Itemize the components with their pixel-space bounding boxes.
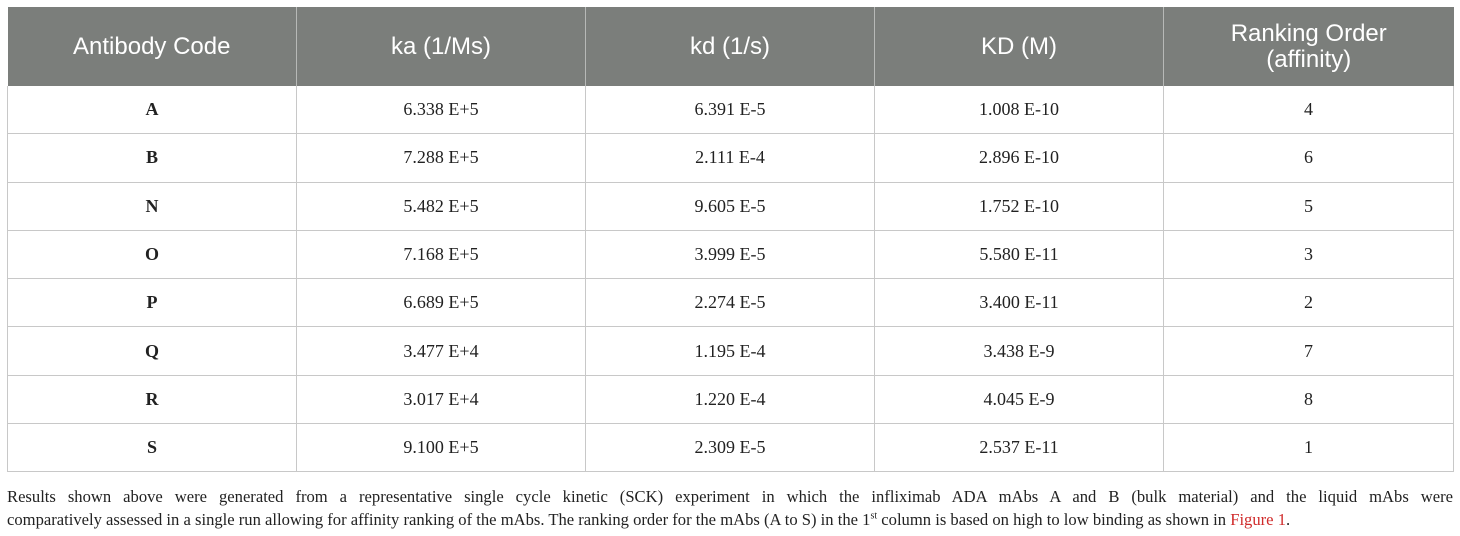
caption-superscript: st [870, 510, 878, 522]
table-body: A 6.338 E+5 6.391 E-5 1.008 E-10 4 B 7.288 E+5… [7, 86, 1454, 473]
kd-cell: 6.391 E-5 [585, 86, 875, 135]
table-row: B 7.288 E+5 2.111 E-4 2.896 E-10 6 [7, 133, 1454, 183]
table-header: Antibody Code ka (1/Ms) kd (1/s) KD (M) … [7, 7, 1454, 86]
table-row: Q 3.477 E+4 1.195 E-4 3.438 E-9 7 [7, 326, 1454, 376]
antibody-code-cell: N [7, 182, 297, 231]
ranking-cell: 8 [1163, 375, 1454, 425]
ranking-cell: 4 [1163, 86, 1454, 135]
KD-cell: 1.008 E-10 [874, 86, 1164, 135]
ka-cell: 7.168 E+5 [296, 230, 586, 280]
header-ranking-order-line2: (affinity) [1266, 45, 1352, 73]
kd-cell: 2.309 E-5 [585, 423, 875, 473]
KD-cell: 2.896 E-10 [874, 133, 1164, 183]
ka-cell: 5.482 E+5 [296, 182, 586, 231]
antibody-code-cell: Q [7, 326, 297, 376]
header-antibody-code: Antibody Code [7, 7, 297, 86]
ranking-cell: 7 [1163, 326, 1454, 376]
results-table: Antibody Code ka (1/Ms) kd (1/s) KD (M) … [7, 7, 1454, 473]
antibody-code-cell: B [7, 133, 297, 183]
KD-cell: 1.752 E-10 [874, 182, 1164, 231]
ka-cell: 6.338 E+5 [296, 86, 586, 135]
KD-cell: 3.438 E-9 [874, 326, 1164, 376]
ka-cell: 3.017 E+4 [296, 375, 586, 425]
KD-cell: 3.400 E-11 [874, 278, 1164, 328]
table-row: P 6.689 E+5 2.274 E-5 3.400 E-11 2 [7, 278, 1454, 328]
caption-line-1: Results shown above were generated from … [7, 487, 1453, 506]
kd-cell: 1.195 E-4 [585, 326, 875, 376]
ka-cell: 9.100 E+5 [296, 423, 586, 473]
ranking-cell: 3 [1163, 230, 1454, 280]
header-row: Antibody Code ka (1/Ms) kd (1/s) KD (M) … [7, 7, 1454, 86]
caption-line-2-cont: column is based on high to low binding a… [877, 510, 1231, 529]
antibody-code-cell: P [7, 278, 297, 328]
ka-cell: 6.689 E+5 [296, 278, 586, 328]
antibody-code-cell: S [7, 423, 297, 473]
KD-cell: 4.045 E-9 [874, 375, 1164, 425]
header-ka: ka (1/Ms) [296, 7, 586, 86]
antibody-code-cell: A [7, 86, 297, 135]
caption-line-2-text: comparatively assessed in a single run a… [7, 510, 871, 529]
KD-cell: 5.580 E-11 [874, 230, 1164, 280]
table-row: N 5.482 E+5 9.605 E-5 1.752 E-10 5 [7, 182, 1454, 231]
figure-1-link[interactable]: Figure 1 [1230, 510, 1286, 529]
header-ranking-order-line1: Ranking Order [1230, 19, 1387, 47]
antibody-code-cell: R [7, 375, 297, 425]
table-row: A 6.338 E+5 6.391 E-5 1.008 E-10 4 [7, 86, 1454, 135]
ka-cell: 7.288 E+5 [296, 133, 586, 183]
ranking-cell: 2 [1163, 278, 1454, 328]
ranking-cell: 6 [1163, 133, 1454, 183]
table-row: S 9.100 E+5 2.309 E-5 2.537 E-11 1 [7, 423, 1454, 473]
ka-cell: 3.477 E+4 [296, 326, 586, 376]
kd-cell: 2.274 E-5 [585, 278, 875, 328]
kd-cell: 3.999 E-5 [585, 230, 875, 280]
kd-cell: 9.605 E-5 [585, 182, 875, 231]
table-caption: Results shown above were generated from … [7, 485, 1453, 531]
kd-cell: 1.220 E-4 [585, 375, 875, 425]
header-ranking-order: Ranking Order (affinity) [1163, 7, 1454, 86]
ranking-cell: 1 [1163, 423, 1454, 473]
header-kd: kd (1/s) [585, 7, 875, 86]
table-row: O 7.168 E+5 3.999 E-5 5.580 E-11 3 [7, 230, 1454, 280]
results-table-container: Antibody Code ka (1/Ms) kd (1/s) KD (M) … [7, 7, 1454, 473]
table-row: R 3.017 E+4 1.220 E-4 4.045 E-9 8 [7, 375, 1454, 425]
ranking-cell: 5 [1163, 182, 1454, 231]
caption-line-2: comparatively assessed in a single run a… [7, 508, 1453, 531]
kd-cell: 2.111 E-4 [585, 133, 875, 183]
antibody-code-cell: O [7, 230, 297, 280]
KD-cell: 2.537 E-11 [874, 423, 1164, 473]
header-KD: KD (M) [874, 7, 1164, 86]
caption-period: . [1286, 510, 1291, 529]
